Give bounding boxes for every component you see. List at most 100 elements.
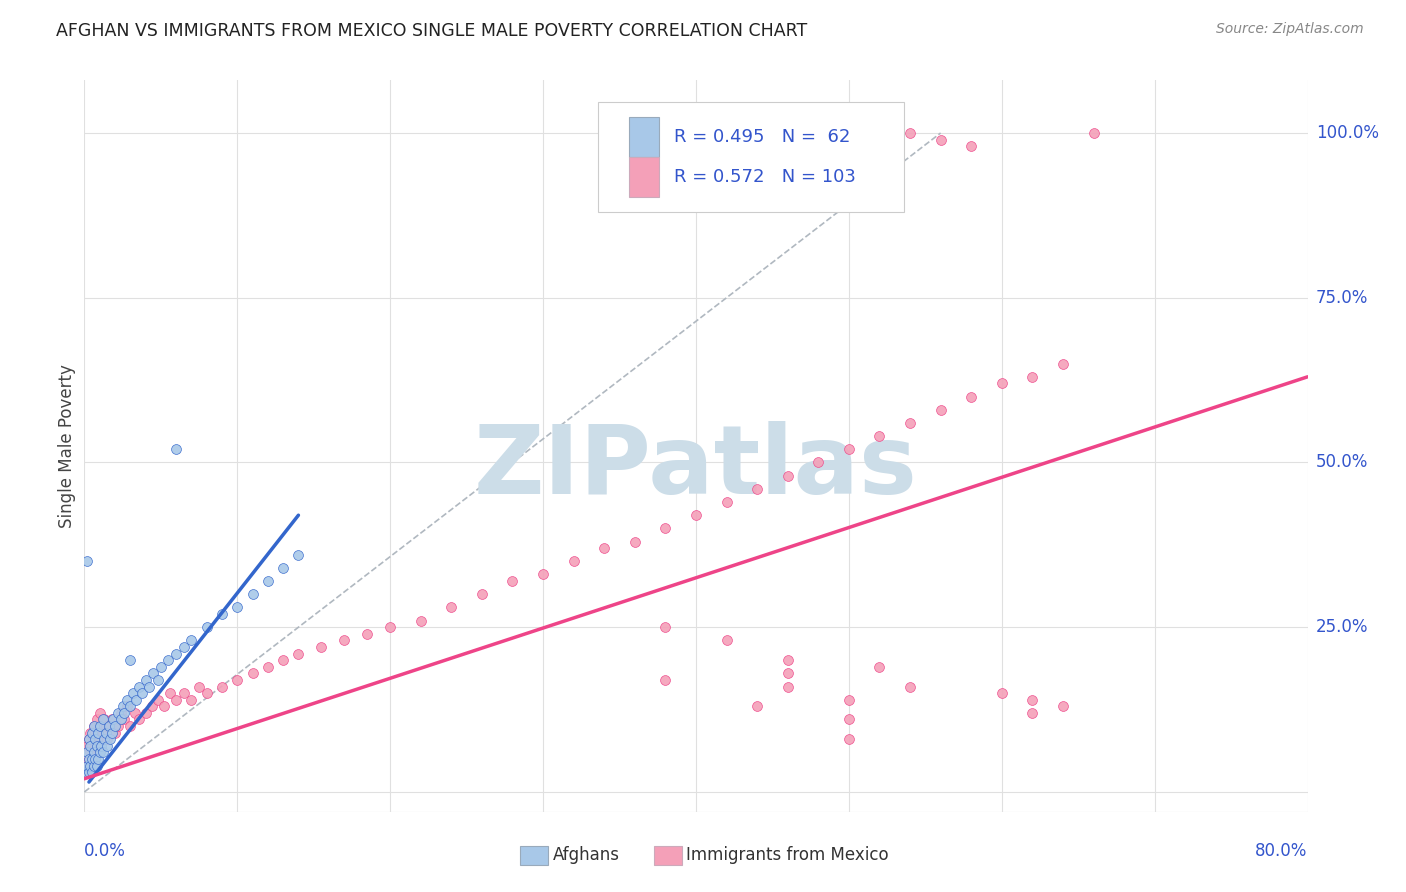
Point bbox=[75, 765, 97, 780]
Point bbox=[838, 732, 860, 747]
Point bbox=[271, 653, 294, 667]
Point bbox=[97, 719, 120, 733]
Point bbox=[242, 587, 264, 601]
Point bbox=[120, 699, 142, 714]
Point bbox=[89, 746, 111, 760]
Point bbox=[226, 600, 249, 615]
Point bbox=[838, 442, 860, 457]
Point bbox=[83, 746, 105, 760]
Text: R = 0.572   N = 103: R = 0.572 N = 103 bbox=[673, 169, 856, 186]
Point bbox=[80, 765, 103, 780]
Point bbox=[125, 692, 148, 706]
Point bbox=[77, 752, 100, 766]
Point bbox=[211, 607, 233, 621]
Point bbox=[271, 561, 294, 575]
Point bbox=[180, 633, 202, 648]
Point bbox=[531, 567, 554, 582]
Point bbox=[79, 739, 101, 753]
Point bbox=[107, 706, 129, 720]
Point bbox=[97, 719, 120, 733]
Text: 100.0%: 100.0% bbox=[1316, 124, 1379, 142]
Point bbox=[131, 686, 153, 700]
Point bbox=[747, 482, 769, 496]
Point bbox=[135, 706, 157, 720]
Point bbox=[110, 706, 132, 720]
Point bbox=[128, 713, 150, 727]
Point bbox=[898, 680, 921, 694]
Point bbox=[76, 746, 98, 760]
Point bbox=[1083, 126, 1105, 140]
Point bbox=[77, 765, 100, 780]
Point bbox=[138, 680, 160, 694]
Point bbox=[747, 126, 769, 140]
Point bbox=[807, 145, 830, 160]
Point bbox=[86, 732, 108, 747]
Point bbox=[80, 752, 103, 766]
Text: 25.0%: 25.0% bbox=[1316, 618, 1368, 636]
Point bbox=[1021, 369, 1043, 384]
Point bbox=[195, 686, 218, 700]
Point bbox=[89, 719, 111, 733]
Point bbox=[1052, 357, 1074, 371]
Point bbox=[195, 620, 218, 634]
Point bbox=[79, 758, 101, 772]
Point bbox=[142, 666, 165, 681]
Text: 80.0%: 80.0% bbox=[1256, 842, 1308, 860]
Point bbox=[654, 620, 676, 634]
Point bbox=[165, 442, 187, 457]
Point bbox=[90, 719, 112, 733]
Point bbox=[242, 666, 264, 681]
Point bbox=[110, 713, 132, 727]
Point bbox=[838, 139, 860, 153]
Point bbox=[80, 752, 103, 766]
Text: Source: ZipAtlas.com: Source: ZipAtlas.com bbox=[1216, 22, 1364, 37]
Point bbox=[562, 554, 585, 568]
Point bbox=[869, 429, 891, 443]
Point bbox=[89, 732, 111, 747]
Point bbox=[87, 725, 110, 739]
FancyBboxPatch shape bbox=[628, 117, 659, 157]
Point bbox=[94, 719, 117, 733]
Point bbox=[869, 659, 891, 673]
Point bbox=[128, 680, 150, 694]
Point bbox=[747, 699, 769, 714]
Y-axis label: Single Male Poverty: Single Male Poverty bbox=[58, 364, 76, 528]
Point bbox=[716, 139, 738, 153]
Point bbox=[180, 692, 202, 706]
Point bbox=[76, 758, 98, 772]
Text: AFGHAN VS IMMIGRANTS FROM MEXICO SINGLE MALE POVERTY CORRELATION CHART: AFGHAN VS IMMIGRANTS FROM MEXICO SINGLE … bbox=[56, 22, 807, 40]
Point bbox=[188, 680, 211, 694]
Point bbox=[141, 699, 163, 714]
Point bbox=[76, 554, 98, 568]
Point bbox=[1021, 706, 1043, 720]
Point bbox=[356, 627, 378, 641]
Point bbox=[149, 659, 172, 673]
Point bbox=[685, 126, 707, 140]
Point bbox=[654, 145, 676, 160]
Point bbox=[84, 725, 107, 739]
Point bbox=[685, 508, 707, 523]
Point bbox=[103, 713, 125, 727]
Point bbox=[146, 692, 169, 706]
Point bbox=[898, 126, 921, 140]
Point bbox=[93, 732, 115, 747]
Text: ZIPatlas: ZIPatlas bbox=[474, 421, 918, 515]
Point bbox=[716, 633, 738, 648]
Point bbox=[869, 145, 891, 160]
Point bbox=[107, 719, 129, 733]
Text: Afghans: Afghans bbox=[553, 847, 620, 864]
Point bbox=[257, 659, 280, 673]
Point bbox=[124, 706, 146, 720]
FancyBboxPatch shape bbox=[628, 157, 659, 197]
Point bbox=[226, 673, 249, 687]
Point bbox=[76, 765, 98, 780]
Point bbox=[991, 686, 1014, 700]
Point bbox=[311, 640, 333, 654]
Point bbox=[624, 534, 647, 549]
Point bbox=[654, 673, 676, 687]
Point bbox=[929, 132, 952, 146]
Point bbox=[76, 739, 98, 753]
Point bbox=[807, 455, 830, 469]
Point bbox=[960, 390, 983, 404]
Point bbox=[502, 574, 524, 588]
